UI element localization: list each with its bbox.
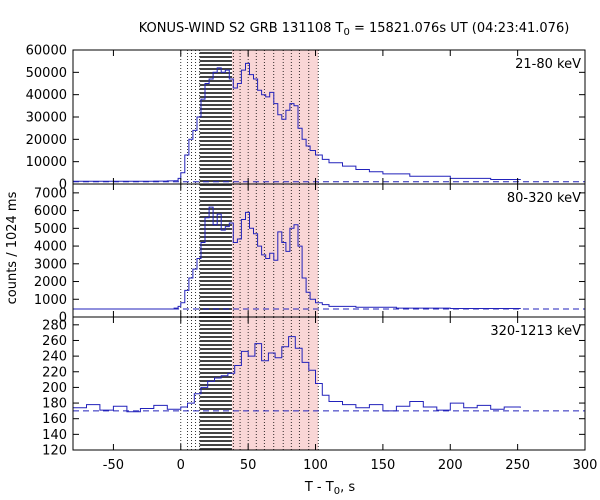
y-tick-label: 220: [42, 365, 67, 380]
y-tick-label: 6000: [34, 204, 67, 219]
y-axis-title: counts / 1024 ms: [5, 191, 20, 304]
light-curve-series: [73, 206, 521, 310]
y-tick-label: 50000: [26, 66, 67, 81]
energy-band-label: 21-80 keV: [515, 57, 581, 72]
x-tick-label: 50: [240, 458, 257, 473]
subscript: 0: [343, 27, 349, 38]
light-curve-series: [73, 62, 521, 182]
x-tick-label: 200: [438, 458, 463, 473]
y-tick-label: 140: [42, 428, 67, 443]
y-tick-label: 180: [42, 397, 67, 412]
energy-band-label: 320-1213 keV: [490, 324, 581, 339]
x-axis-labels: -50 0 50 100 150 200 250 300: [103, 458, 598, 473]
y-tick-label: 160: [42, 412, 67, 427]
x-tick-label: 300: [573, 458, 598, 473]
energy-band-label: 80-320 keV: [507, 191, 581, 206]
subscript: 0: [334, 486, 340, 497]
hatched-interval: [199, 317, 232, 450]
x-axis-title: T - T0, s: [304, 480, 355, 497]
y-tick-label: 2000: [34, 275, 67, 290]
x-tick-label: 0: [177, 458, 185, 473]
x-tick-label: -50: [103, 458, 124, 473]
y-tick-label: 0: [59, 178, 67, 193]
text-part: , s: [340, 480, 355, 495]
y-tick-label: 40000: [26, 88, 67, 103]
y-tick-label: 3000: [34, 257, 67, 272]
y-tick-label: 60000: [26, 44, 67, 59]
shaded-interval: [231, 317, 319, 450]
x-tick-label: 100: [303, 458, 328, 473]
panel-2: 0 1000 2000 3000 4000 5000 6000 7000 80-320 keV: [34, 183, 586, 326]
y-tick-label: 5000: [34, 222, 67, 237]
shaded-interval: [231, 184, 319, 317]
y-tick-label: 1000: [34, 293, 67, 308]
panel-1: 0 10000 20000 30000 40000 50000 60000 21-80 keV: [26, 44, 586, 193]
panel-frame: [72, 316, 586, 451]
y-tick-label: 0: [59, 311, 67, 326]
y-tick-label: 260: [42, 334, 67, 349]
text-part: KONUS-WIND S2 GRB 131108 T: [139, 21, 344, 36]
y-tick-label: 20000: [26, 133, 67, 148]
panel-frame: [72, 49, 586, 185]
y-tick-label: 240: [42, 350, 67, 365]
shaded-interval: [231, 50, 319, 184]
light-curve-series: [73, 336, 521, 413]
y-tick-label: 7000: [34, 186, 67, 201]
y-tick-label: 30000: [26, 111, 67, 126]
y-tick-label: 4000: [34, 240, 67, 255]
y-tick-label: 10000: [26, 155, 67, 170]
text-part: T - T: [304, 480, 334, 495]
hatched-interval: [199, 184, 232, 317]
x-tick-label: 150: [370, 458, 395, 473]
text-part: = 15821.076s UT (04:23:41.076): [350, 21, 569, 36]
y-tick-label: 200: [42, 381, 67, 396]
y-tick-label: 280: [42, 318, 67, 333]
chart-title: KONUS-WIND S2 GRB 131108 T0 = 15821.076s…: [139, 21, 570, 38]
x-tick-label: 250: [505, 458, 530, 473]
y-tick-label: 120: [42, 444, 67, 459]
